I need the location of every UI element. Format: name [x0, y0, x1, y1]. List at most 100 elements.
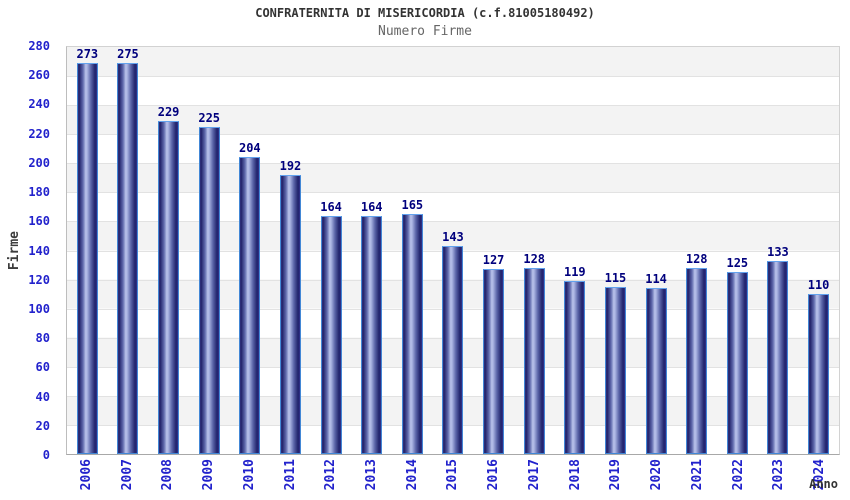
x-tick-cell: 2014: [392, 459, 433, 490]
bar: [279, 174, 301, 454]
y-tick-label: 240: [28, 97, 50, 112]
x-tick-cell: 2017: [514, 459, 555, 490]
chart-title: CONFRATERNITA DI MISERICORDIA (c.f.81005…: [255, 6, 595, 20]
bar: [361, 215, 383, 454]
x-tick-cell: 2020: [636, 459, 677, 490]
y-tick-label: 280: [28, 39, 50, 53]
bar: [76, 63, 98, 454]
bar-group: 114: [636, 47, 677, 454]
x-tick-label: 2010: [241, 459, 257, 491]
x-tick-cell: 2008: [147, 459, 188, 490]
bar: [320, 215, 342, 454]
x-tick-cell: 2007: [107, 459, 148, 490]
bar: [645, 288, 667, 454]
bar: [442, 246, 464, 454]
bar-group: 127: [473, 47, 514, 454]
bar-group: 164: [311, 47, 352, 454]
y-tick-label: 120: [28, 272, 50, 287]
x-tick-label: 2007: [119, 459, 135, 491]
y-axis-tick-labels: 0 20 40 60 80 100 120 140 160 180 200 220 240 260 280: [0, 39, 58, 462]
x-tick-cell: 2019: [596, 459, 637, 490]
bar-group: 273: [67, 47, 108, 454]
y-tick-label: 200: [28, 155, 50, 170]
bar: [401, 214, 423, 454]
y-tick-label: 140: [28, 243, 50, 258]
bar-group: 110: [798, 47, 839, 454]
x-tick-label: 2020: [649, 459, 665, 491]
y-tick-label: 260: [28, 68, 50, 83]
bar-group: 275: [108, 47, 149, 454]
y-tick-label: 220: [28, 126, 50, 141]
bar-value-label: 119: [563, 265, 586, 280]
bar-value-label: 110: [807, 278, 830, 293]
bar: [564, 281, 586, 454]
plot-area: 273 275 229 225 204 192 164 164 165 143 127 128 119 1…: [66, 46, 840, 455]
bar-group: 133: [758, 47, 799, 454]
x-tick-label: 2021: [689, 459, 705, 491]
x-tick-label: 2008: [160, 459, 176, 491]
x-tick-label: 2009: [201, 459, 217, 491]
bar-value-label: 275: [117, 47, 139, 61]
gridline: [67, 221, 839, 223]
bar-value-label: 204: [238, 141, 261, 156]
gridline: [67, 134, 839, 136]
x-tick-cell: 2013: [351, 459, 392, 490]
bar-group: 115: [595, 47, 636, 454]
x-tick-label: 2012: [323, 459, 339, 491]
x-tick-label: 2011: [282, 459, 298, 491]
x-tick-cell: 2018: [555, 459, 596, 490]
bar-value-label: 133: [767, 244, 789, 259]
bar-value-label: 125: [726, 256, 749, 271]
bar: [767, 260, 789, 454]
bar: [198, 126, 220, 454]
x-tick-cell: 2016: [473, 459, 514, 490]
y-tick-label: 100: [28, 301, 50, 316]
x-tick-cell: 2021: [677, 459, 718, 490]
x-tick-label: 2022: [730, 459, 746, 491]
y-tick-label: 20: [35, 418, 50, 433]
y-tick-label: 80: [35, 331, 50, 346]
bar: [726, 272, 748, 454]
bar-value-label: 165: [401, 198, 424, 213]
x-tick-label: 2015: [445, 459, 461, 491]
y-tick-label: 180: [28, 185, 50, 200]
bar-value-label: 273: [76, 47, 99, 61]
bar: [604, 286, 626, 454]
x-tick-label: 2017: [526, 459, 542, 491]
x-tick-cell: 2010: [229, 459, 270, 490]
bar-value-label: 164: [320, 199, 342, 214]
bar: [686, 267, 708, 454]
bar: [158, 121, 180, 454]
bar-value-label: 164: [360, 199, 383, 214]
x-tick-cell: 2015: [433, 459, 474, 490]
x-tick-label: 2013: [364, 459, 379, 491]
x-tick-cell: 2022: [718, 459, 759, 490]
x-tick-label: 2023: [771, 459, 787, 491]
bar-group: 125: [717, 47, 758, 454]
bar-value-label: 143: [442, 230, 464, 245]
x-tick-label: 2019: [608, 459, 624, 491]
bar-value-label: 114: [645, 272, 667, 287]
bars-container: 273 275 229 225 204 192 164 164 165 143 127 128 119 1…: [67, 47, 839, 454]
gridline: [67, 163, 839, 165]
bar-value-label: 225: [198, 110, 221, 125]
x-tick-cell: 2012: [310, 459, 351, 490]
gridline: [67, 105, 839, 107]
x-tick-cell: 2006: [66, 459, 107, 490]
bar: [808, 294, 830, 454]
bar-value-label: 128: [523, 251, 546, 266]
x-tick-label: 2018: [567, 459, 583, 491]
gridline: [67, 192, 839, 194]
y-tick-label: 40: [35, 389, 50, 404]
bar-group: 165: [392, 47, 433, 454]
bar-value-label: 128: [685, 251, 708, 266]
x-tick-cell: 2009: [188, 459, 229, 490]
x-axis-title: Anno: [809, 477, 838, 491]
bar-group: 204: [230, 47, 271, 454]
y-tick-label: 60: [35, 360, 50, 375]
x-tick-label: 2016: [486, 459, 502, 491]
bar-group: 164: [351, 47, 392, 454]
bar-value-label: 192: [279, 158, 302, 173]
bar-group: 128: [514, 47, 555, 454]
